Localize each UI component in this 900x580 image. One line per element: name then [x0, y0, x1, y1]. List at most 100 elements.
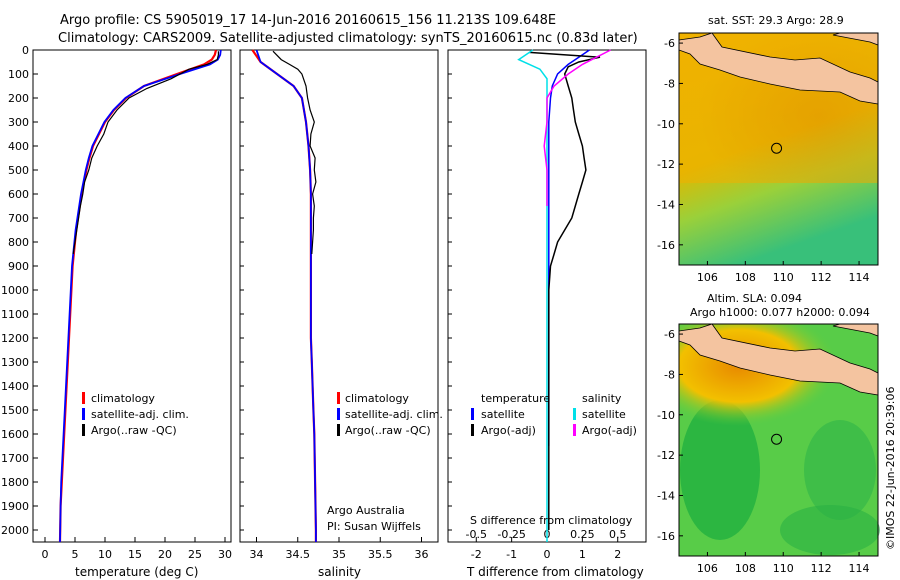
- series-salinity-argo-adj-: [543, 49, 611, 206]
- lat-tick-label: -8: [664, 368, 675, 381]
- depth-tick-label: 1600: [1, 428, 29, 441]
- lon-tick-label: 110: [773, 271, 794, 284]
- difference-legend: temperature satellite Argo(-adj) salinit…: [471, 392, 637, 437]
- s-difference-label: S difference from climatology: [470, 514, 633, 527]
- temperature-x-axis: 0 5 10 15 20 25 30: [42, 537, 232, 561]
- x-tick-label: 34: [250, 548, 264, 561]
- sla-map-frame: [678, 323, 879, 557]
- x-tick-label: 36: [415, 548, 429, 561]
- x-tick-label: 25: [188, 548, 202, 561]
- series-temperature-argo-adj-: [529, 51, 601, 530]
- x-tick-label: -2: [471, 548, 482, 561]
- credit-line-1: Argo Australia: [327, 504, 405, 517]
- x-tick-label: 1: [579, 548, 586, 561]
- legend-title-temperature: temperature: [481, 392, 550, 405]
- difference-series: [517, 49, 611, 542]
- legend-swatch-satellite: [337, 408, 340, 420]
- sla-low-2: [804, 420, 876, 520]
- legend-label-climatology: climatology: [345, 392, 409, 405]
- sla-low-3: [780, 505, 880, 555]
- legend-swatch-argo: [82, 424, 85, 436]
- lon-tick-label: 112: [811, 562, 832, 575]
- legend-label-satellite: satellite-adj. clim.: [91, 408, 189, 421]
- sla-map-axes: -6 -8 -10 -12 -14 -16 106 108 110 112 114: [657, 328, 870, 575]
- title-line-1: Argo profile: CS 5905019_17 14-Jun-2016 …: [60, 13, 556, 28]
- lat-tick-label: -16: [657, 530, 675, 543]
- x-tick-label: 10: [98, 548, 112, 561]
- lat-tick-label: -14: [657, 198, 675, 211]
- series-satellite-adj-clim-: [255, 49, 317, 542]
- lon-tick-label: 106: [697, 562, 718, 575]
- depth-tick-label: 1400: [1, 380, 29, 393]
- lat-tick-label: -10: [657, 118, 675, 131]
- salinity-legend: climatology satellite-adj. clim. Argo(..…: [337, 392, 443, 437]
- x-tick-label: 0: [544, 548, 551, 561]
- figure-titles: Argo profile: CS 5905019_17 14-Jun-2016 …: [58, 13, 638, 46]
- sst-map-frame: [678, 32, 879, 266]
- depth-tick-label: 1800: [1, 476, 29, 489]
- s-tick-label: 0.5: [609, 528, 627, 541]
- depth-tick-label: 100: [8, 68, 29, 81]
- depth-tick-label: 1100: [1, 308, 29, 321]
- sla-title-1: Altim. SLA: 0.094: [707, 292, 802, 305]
- title-line-2: Climatology: CARS2009. Satellite-adjuste…: [58, 31, 638, 46]
- depth-tick-label: 400: [8, 140, 29, 153]
- series-salinity-satellite: [517, 49, 548, 542]
- legend-swatch-argo: [337, 424, 340, 436]
- legend-swatch-satellite: [82, 408, 85, 420]
- legend-label-t-satellite: satellite: [481, 408, 525, 421]
- lon-tick-label: 106: [697, 271, 718, 284]
- legend-swatch-t-satellite: [471, 408, 474, 420]
- depth-tick-label: 2000: [1, 524, 29, 537]
- legend-swatch-climatology: [337, 392, 340, 404]
- s-tick-label: 0.25: [570, 528, 595, 541]
- sst-map-axes: -6 -8 -10 -12 -14 -16 106 108 110 112 114: [657, 37, 870, 284]
- temperature-xlabel: temperature (deg C): [75, 565, 198, 579]
- lat-tick-label: -12: [657, 158, 675, 171]
- sla-map: Altim. SLA: 0.094 Argo h1000: 0.077 h200…: [657, 292, 880, 575]
- lat-tick-label: -6: [664, 37, 675, 50]
- salinity-xlabel: salinity: [318, 565, 361, 579]
- lon-tick-label: 114: [849, 271, 870, 284]
- lon-tick-label: 114: [849, 562, 870, 575]
- lat-tick-label: -10: [657, 409, 675, 422]
- lat-tick-label: -6: [664, 328, 675, 341]
- depth-tick-label: 700: [8, 212, 29, 225]
- depth-tick-label: 600: [8, 188, 29, 201]
- series-argo-raw-qc-: [272, 50, 317, 255]
- legend-swatch-s-satellite: [573, 408, 576, 420]
- lat-tick-label: -14: [657, 489, 675, 502]
- depth-tick-label: 1500: [1, 404, 29, 417]
- x-tick-label: 20: [158, 548, 172, 561]
- sst-map-title: sat. SST: 29.3 Argo: 28.9: [708, 14, 844, 27]
- x-tick-label: 15: [128, 548, 142, 561]
- x-tick-label: -1: [506, 548, 517, 561]
- x-tick-label: 0: [42, 548, 49, 561]
- temperature-panel: 0100200300400500600700800900100011001200…: [1, 44, 232, 579]
- depth-tick-label: 300: [8, 116, 29, 129]
- temperature-series: [58, 49, 222, 543]
- x-tick-label: 35: [332, 548, 346, 561]
- legend-swatch-climatology: [82, 392, 85, 404]
- legend-swatch-s-argo: [573, 424, 576, 436]
- float-position-marker: [771, 142, 783, 154]
- float-position-marker: [771, 433, 783, 445]
- x-tick-label: 30: [218, 548, 232, 561]
- depth-tick-label: 500: [8, 164, 29, 177]
- x-tick-label: 5: [72, 548, 79, 561]
- difference-panel: -2 -1 0 1 2 -0.5 -0.25 0 0.25 0.5 S difference f…: [447, 49, 647, 579]
- depth-tick-label: 1700: [1, 452, 29, 465]
- legend-label-t-argo: Argo(-adj): [481, 424, 536, 437]
- depth-tick-label: 200: [8, 92, 29, 105]
- salinity-series: [251, 49, 317, 542]
- x-tick-label: 2: [614, 548, 621, 561]
- x-tick-label: 34.5: [286, 548, 311, 561]
- depth-tick-label: 1000: [1, 284, 29, 297]
- sla-title-2: Argo h1000: 0.077 h2000: 0.094: [690, 306, 870, 319]
- s-tick-label: -0.5: [466, 528, 487, 541]
- legend-label-s-argo: Argo(-adj): [582, 424, 637, 437]
- legend-label-satellite: satellite-adj. clim.: [345, 408, 443, 421]
- temperature-axes-frame: [32, 49, 232, 543]
- salinity-axes-frame: [239, 49, 439, 543]
